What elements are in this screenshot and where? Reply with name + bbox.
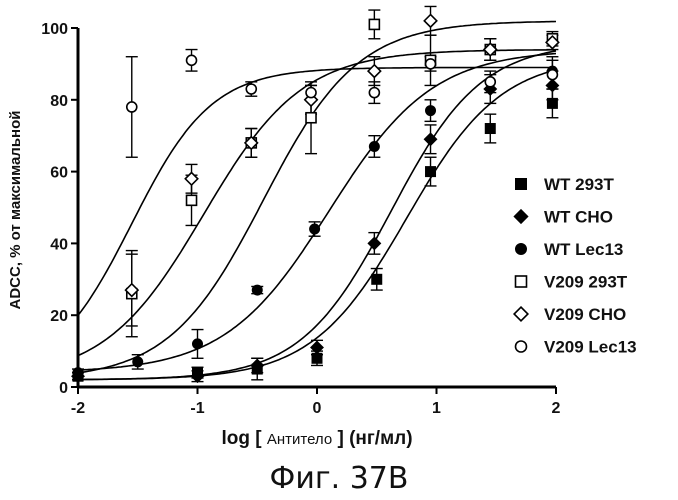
legend-marker	[515, 243, 527, 255]
legend-marker	[515, 178, 527, 190]
legend-label: WT CHO	[544, 208, 613, 227]
data-markers	[71, 13, 560, 384]
data-point	[310, 340, 324, 355]
data-point	[545, 34, 560, 50]
data-point	[305, 86, 317, 99]
data-point	[423, 132, 438, 147]
x-tick-label: 2	[552, 400, 561, 417]
x-axis-title-prefix: log [	[221, 428, 266, 449]
x-axis-title-main: Антитело	[267, 431, 332, 448]
data-point	[546, 68, 559, 81]
legend-label: V209 CHO	[544, 305, 626, 324]
legend-marker	[513, 208, 529, 225]
data-point	[185, 194, 198, 207]
legend-label: WT Lec13	[544, 240, 623, 259]
data-point	[545, 78, 560, 93]
fit-curve	[78, 50, 557, 381]
legend-marker	[514, 275, 528, 288]
y-tick-label: 20	[50, 308, 68, 325]
error-bars	[72, 5, 559, 383]
legend-marker	[512, 305, 530, 323]
x-axis-title-suffix: ] (нг/мл)	[332, 428, 412, 449]
data-point	[72, 367, 84, 379]
data-point	[311, 352, 323, 364]
data-point	[243, 135, 259, 151]
x-axis-title: log [ Антитело ] (нг/мл)	[221, 428, 412, 449]
fit-curve	[77, 66, 556, 316]
data-point	[367, 236, 382, 251]
data-point	[132, 356, 144, 368]
x-tick-label: -1	[190, 400, 204, 417]
data-point	[245, 83, 258, 95]
data-point	[125, 101, 138, 113]
y-tick-label: 40	[50, 236, 68, 253]
legend-label: V209 293T	[544, 273, 628, 292]
y-tick-label: 0	[59, 380, 68, 397]
legend-marker	[514, 340, 528, 353]
x-tick-label: 1	[432, 400, 441, 417]
data-point	[309, 223, 321, 235]
data-point	[425, 105, 437, 117]
x-tick-label: 0	[313, 400, 322, 417]
data-point	[546, 97, 558, 109]
fit-curve	[77, 49, 556, 357]
data-point	[305, 111, 317, 124]
data-point	[423, 13, 438, 29]
data-point	[424, 58, 437, 70]
y-tick-label: 80	[50, 93, 68, 110]
y-tick-label: 100	[41, 21, 68, 38]
data-point	[368, 140, 380, 152]
data-point	[425, 166, 437, 178]
figure-caption: Фиг. 37B	[270, 461, 409, 496]
data-point	[124, 282, 140, 298]
data-point	[184, 171, 199, 187]
data-point	[368, 18, 381, 31]
data-point	[185, 54, 198, 67]
data-point	[366, 63, 382, 79]
data-point	[482, 42, 498, 57]
data-point	[251, 284, 263, 296]
data-point	[371, 273, 383, 285]
y-tick-label: 60	[50, 165, 68, 182]
legend-label: WT 293T	[544, 175, 615, 194]
x-tick-label: -2	[71, 400, 85, 417]
data-point	[192, 338, 203, 350]
legend: WT 293T WT CHO WT Lec13 V209 293T V209 CHO V2…	[512, 175, 637, 357]
y-axis-title: ADCC, % от максимальной	[7, 110, 24, 309]
fit-curve	[77, 20, 557, 374]
data-point	[250, 358, 265, 373]
legend-label: V209 Lec13	[544, 338, 637, 357]
data-point	[484, 123, 496, 135]
data-point	[368, 86, 381, 99]
data-point	[190, 369, 205, 384]
data-point	[484, 76, 497, 88]
